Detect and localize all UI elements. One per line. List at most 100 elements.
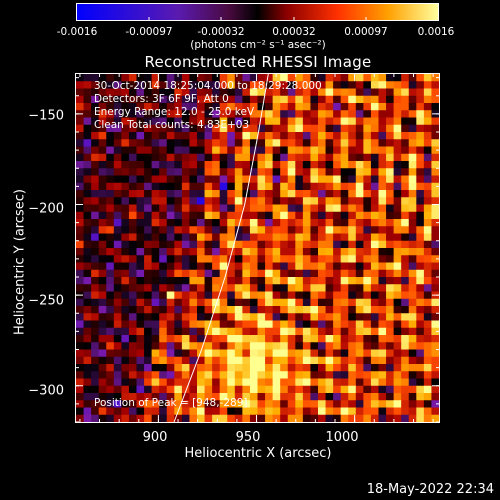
heatmap-cell <box>204 226 213 235</box>
heatmap-cell <box>151 320 160 329</box>
heatmap-cell <box>174 378 183 387</box>
heatmap-cell <box>159 233 168 242</box>
heatmap-cell <box>181 182 191 191</box>
heatmap-cell <box>416 175 425 184</box>
heatmap-cell <box>121 226 130 235</box>
heatmap-cell <box>310 364 319 372</box>
heatmap-cell <box>242 277 251 285</box>
heatmap-cell <box>310 190 319 198</box>
heatmap-cell <box>386 153 395 162</box>
heatmap-cell <box>280 146 289 155</box>
heatmap-cell <box>431 117 440 126</box>
heatmap-cell <box>318 190 327 198</box>
y-tick-label: −300 <box>28 383 64 399</box>
heatmap-cell <box>265 349 274 358</box>
heatmap-cell <box>121 414 130 423</box>
heatmap-cell <box>212 175 221 184</box>
heatmap-cell <box>378 197 387 206</box>
heatmap-cell <box>204 161 213 169</box>
heatmap-cell <box>234 233 243 242</box>
heatmap-cell <box>423 291 433 300</box>
heatmap-cell <box>431 168 440 177</box>
heatmap-cell <box>242 400 251 409</box>
heatmap-cell <box>166 335 175 343</box>
heatmap-cell <box>302 146 312 155</box>
heatmap-cell <box>287 124 296 133</box>
axis-ticks <box>76 74 439 423</box>
heatmap-cell <box>333 117 342 126</box>
heatmap-cell <box>416 400 425 409</box>
heatmap-cell <box>333 161 342 169</box>
heatmap-cell <box>159 255 168 264</box>
heatmap-cell <box>128 349 138 358</box>
heatmap-cell <box>128 356 138 365</box>
heatmap-cell <box>340 132 349 140</box>
heatmap-cell <box>113 371 122 380</box>
heatmap-cell <box>106 219 115 227</box>
heatmap-cell <box>302 255 312 264</box>
heatmap-cell <box>181 277 191 285</box>
heatmap-cell <box>242 182 251 191</box>
heatmap-cell <box>302 117 312 126</box>
heatmap-cell <box>378 255 387 264</box>
heatmap-cell <box>144 327 153 336</box>
heatmap-cell <box>242 313 251 322</box>
heatmap-cell <box>106 168 115 177</box>
heatmap-cell <box>159 356 168 365</box>
heatmap-cell <box>295 233 304 242</box>
heatmap-cell <box>431 132 440 140</box>
heatmap-cell <box>159 284 168 293</box>
heatmap-cell <box>348 190 357 198</box>
heatmap-cell <box>280 385 289 394</box>
heatmap-cell <box>378 190 387 198</box>
heatmap-cell <box>159 88 168 97</box>
heatmap-cell <box>408 393 417 401</box>
heatmap-cell <box>91 240 100 249</box>
heatmap-cell <box>355 139 364 148</box>
heatmap-cell <box>249 356 259 365</box>
heatmap-cell <box>106 400 115 409</box>
heatmap-cell <box>302 175 312 184</box>
heatmap-cell <box>83 298 92 307</box>
heatmap-cell <box>151 132 160 140</box>
heatmap-cell <box>136 146 145 155</box>
heatmap-cell <box>318 298 327 307</box>
heatmap-cell <box>295 153 304 162</box>
heatmap-cell <box>151 284 160 293</box>
heatmap-cell <box>128 124 138 133</box>
heatmap-cell <box>416 182 425 191</box>
heatmap-cell <box>113 74 122 82</box>
heatmap-cell <box>287 327 296 336</box>
heatmap-cell <box>166 291 175 300</box>
heatmap-cell <box>423 103 433 111</box>
heatmap-cell <box>416 277 425 285</box>
heatmap-cell <box>408 240 417 249</box>
heatmap-cell <box>393 197 402 206</box>
heatmap-cell <box>325 262 334 271</box>
heatmap-cell <box>431 88 440 97</box>
heatmap-cell <box>113 291 122 300</box>
heatmap-cell <box>363 277 372 285</box>
heatmap-cell <box>363 219 372 227</box>
heatmap-cell <box>423 349 433 358</box>
heatmap-cell <box>181 291 191 300</box>
heatmap-cell <box>378 298 387 307</box>
heatmap-cell <box>197 248 206 256</box>
heatmap-cell <box>197 385 206 394</box>
heatmap-cell <box>348 298 357 307</box>
heatmap-cell <box>121 197 130 206</box>
heatmap-cell <box>333 393 342 401</box>
heatmap-cell <box>204 248 213 256</box>
heatmap-cell <box>265 240 274 249</box>
heatmap-cell <box>227 342 236 351</box>
heatmap-cell <box>204 313 213 322</box>
heatmap-cell <box>159 349 168 358</box>
heatmap-cell <box>249 349 259 358</box>
heatmap-cell <box>393 132 402 140</box>
heatmap-cell <box>197 371 206 380</box>
heatmap-cell <box>287 103 296 111</box>
heatmap-cell <box>257 313 266 322</box>
heatmap-cell <box>212 327 221 336</box>
heatmap-cell <box>408 277 417 285</box>
heatmap-cell <box>91 146 100 155</box>
